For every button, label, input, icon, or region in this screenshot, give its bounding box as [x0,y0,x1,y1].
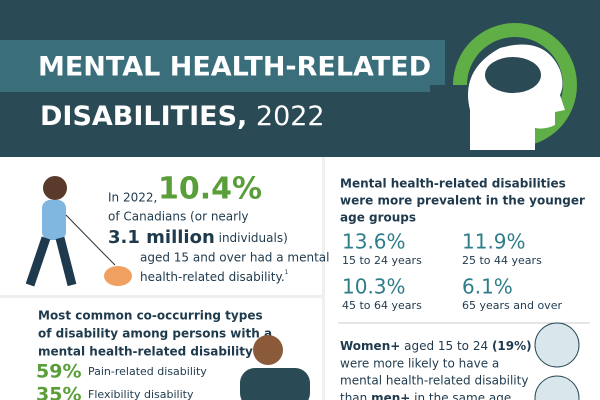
stat-label: 65 years and over [462,299,562,312]
icon-gap [430,85,475,157]
text: health-related disability.1 [140,269,289,284]
title-band [0,40,445,92]
stat: 13.6% [342,230,406,254]
text: than men+ in the same age [340,391,511,400]
stat-label: Flexibility disability [88,388,194,400]
text: aged 15 and over had a mental [140,251,329,265]
stat: 35% [36,384,81,400]
stat: 59% [36,361,81,383]
heading: Mental health-related disabilities [340,177,566,191]
person [240,368,310,400]
heading: mental health-related disability [38,345,253,359]
person [25,236,77,287]
stat-label: Pain-related disability [88,365,207,378]
brain [485,57,541,93]
stat: 10.4% [158,172,262,207]
stat-label: 15 to 24 years [342,254,422,267]
stat-label: 25 to 44 years [462,254,542,267]
stat: 11.9% [462,230,526,254]
leash [65,214,116,266]
heading: were more prevalent in the younger [340,194,585,208]
text: In 2022, [108,191,157,205]
text: mental health-related disability [340,374,528,388]
heading: of disability among persons with a [38,327,272,341]
text: were more likely to have a [340,357,499,371]
avatar [534,322,580,368]
title: MENTAL HEALTH-RELATED [38,52,431,83]
heading: age groups [340,211,416,225]
title: DISABILITIES, 2022 [40,101,325,132]
stat: 10.3% [342,275,406,299]
stat-label: 45 to 64 years [342,299,422,312]
age-groups: Mental health-related disabilities were m… [340,177,585,313]
person [253,335,283,365]
avatar [534,375,580,400]
person [43,176,67,200]
person [42,200,66,240]
stat: 6.1% [462,275,513,299]
text: of Canadians (or nearly [108,210,249,224]
dog [104,266,132,286]
text: Women+ aged 15 to 24 (19%) [340,339,532,353]
co-occurring: Most common co-occurring types of disabil… [36,309,272,400]
text: 3.1 million individuals) [108,227,288,248]
heading: Most common co-occurring types [38,309,263,323]
